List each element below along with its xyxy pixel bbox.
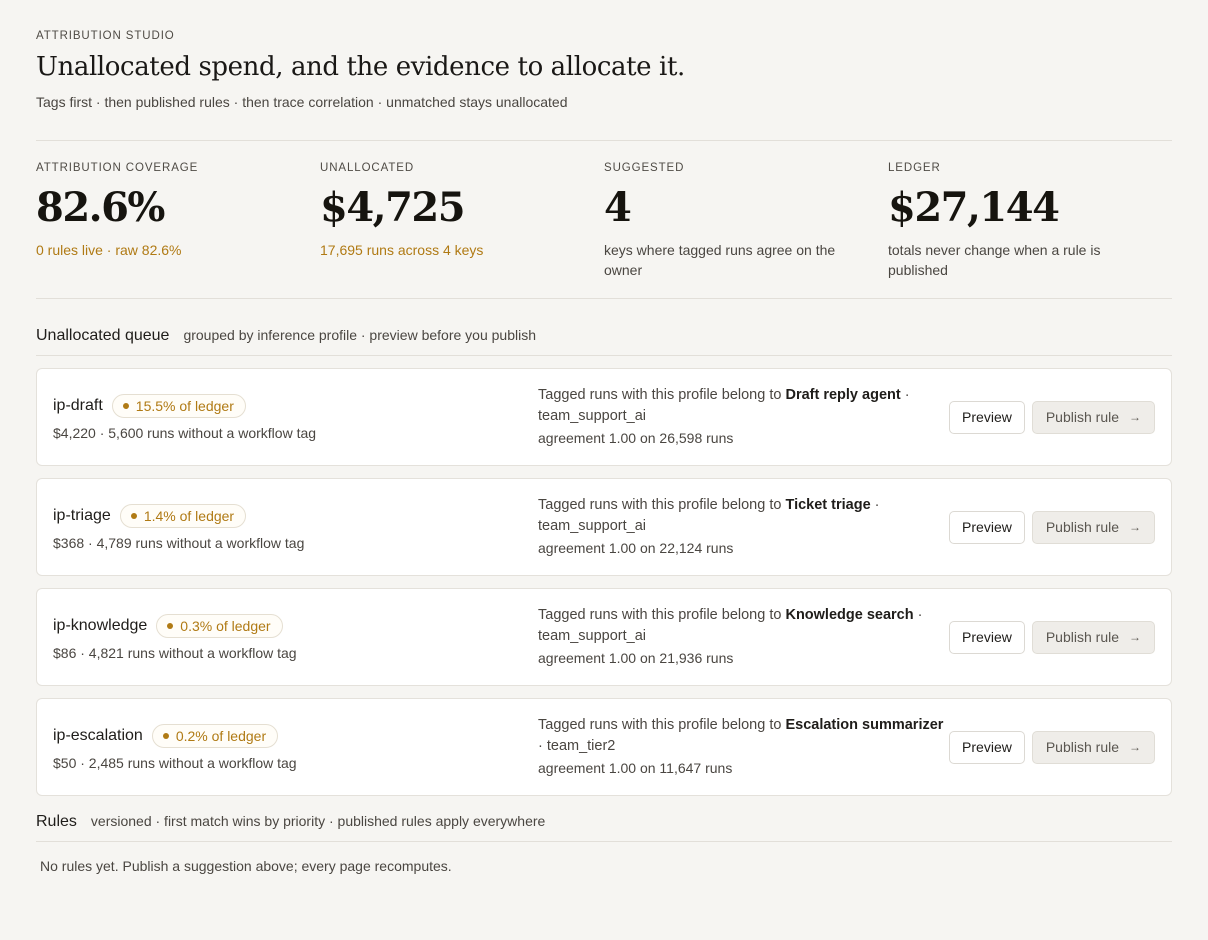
preview-button[interactable]: Preview bbox=[949, 620, 1025, 654]
arrow-right-icon: → bbox=[1129, 740, 1141, 754]
stat-value: $27,144 bbox=[888, 184, 1060, 231]
agreement-text: agreement 1.00 on 11,647 runs bbox=[538, 760, 733, 776]
stat-note: keys where tagged runs agree on the owne… bbox=[604, 242, 836, 278]
dot-icon bbox=[122, 402, 129, 409]
stat-unallocated: UNALLOCATED $4,725 17,695 runs across 4 … bbox=[320, 162, 604, 276]
team-name: · team_support_ai bbox=[538, 607, 923, 644]
team-name: · team_support_ai bbox=[538, 387, 910, 424]
queue-card: ip-knowledge 0.3% of ledger $86 · 4,821 … bbox=[36, 588, 1172, 686]
arrow-right-icon: → bbox=[1129, 520, 1141, 534]
stat-note: totals never change when a rule is publi… bbox=[888, 242, 1101, 278]
stat-value: $4,725 bbox=[320, 184, 466, 231]
ledger-share-text: 15.5% of ledger bbox=[135, 397, 234, 414]
profile-name: ip-triage bbox=[53, 506, 111, 524]
card-actions: Preview Publish rule → bbox=[949, 510, 1155, 544]
card-actions: Preview Publish rule → bbox=[949, 620, 1155, 654]
card-meta: $4,220 · 5,600 runs without a workflow t… bbox=[53, 424, 317, 441]
card-evidence: Tagged runs with this profile belong to … bbox=[538, 715, 945, 779]
arrow-right-icon: → bbox=[1129, 410, 1141, 424]
agreement-text: agreement 1.00 on 22,124 runs bbox=[538, 540, 734, 556]
profile-name: ip-knowledge bbox=[53, 616, 148, 634]
rules-title: Rules bbox=[36, 813, 77, 830]
preview-button[interactable]: Preview bbox=[949, 400, 1025, 434]
preview-button[interactable]: Preview bbox=[949, 730, 1025, 764]
card-evidence: Tagged runs with this profile belong to … bbox=[538, 605, 945, 669]
profile-name: ip-draft bbox=[53, 396, 103, 414]
dot-icon bbox=[130, 512, 137, 519]
stats-row: ATTRIBUTION COVERAGE 82.6% 0 rules live … bbox=[36, 140, 1172, 299]
publish-rule-button[interactable]: Publish rule → bbox=[1031, 510, 1155, 544]
page-title: Unallocated spend, and the evidence to a… bbox=[36, 52, 685, 82]
stat-label: UNALLOCATED bbox=[320, 162, 415, 174]
stat-note: 0 rules live · raw 82.6% bbox=[36, 242, 182, 258]
card-summary: ip-triage 1.4% of ledger $368 · 4,789 ru… bbox=[53, 503, 538, 551]
rules-empty-state: No rules yet. Publish a suggestion above… bbox=[40, 858, 452, 874]
dot-icon bbox=[167, 622, 174, 629]
workflow-name: Knowledge search bbox=[785, 607, 914, 623]
publish-rule-label: Publish rule bbox=[1045, 739, 1119, 755]
queue-card: ip-triage 1.4% of ledger $368 · 4,789 ru… bbox=[36, 478, 1172, 576]
stat-value: 4 bbox=[604, 184, 632, 231]
stat-label: SUGGESTED bbox=[604, 162, 685, 174]
team-name: · team_support_ai bbox=[538, 497, 880, 534]
publish-rule-button[interactable]: Publish rule → bbox=[1031, 730, 1155, 764]
publish-rule-label: Publish rule bbox=[1045, 409, 1119, 425]
queue-header: Unallocated queue grouped by inference p… bbox=[36, 327, 1172, 356]
queue-description: grouped by inference profile · preview b… bbox=[183, 327, 536, 343]
queue-card: ip-draft 15.5% of ledger $4,220 · 5,600 … bbox=[36, 368, 1172, 466]
stat-value: 82.6% bbox=[36, 184, 165, 231]
rules-description: versioned · first match wins by priority… bbox=[90, 813, 546, 829]
evidence-prefix: Tagged runs with this profile belong to bbox=[538, 387, 786, 403]
agreement-text: agreement 1.00 on 21,936 runs bbox=[538, 650, 734, 666]
stat-suggested: SUGGESTED 4 keys where tagged runs agree… bbox=[604, 162, 888, 278]
page-header: ATTRIBUTION STUDIO Unallocated spend, an… bbox=[36, 30, 1172, 110]
ledger-share-badge: 0.3% of ledger bbox=[156, 613, 283, 638]
card-actions: Preview Publish rule → bbox=[949, 730, 1155, 764]
publish-rule-label: Publish rule bbox=[1045, 519, 1119, 535]
ledger-share-text: 0.3% of ledger bbox=[180, 617, 271, 634]
queue-card: ip-escalation 0.2% of ledger $50 · 2,485… bbox=[36, 698, 1172, 796]
stat-label: ATTRIBUTION COVERAGE bbox=[36, 162, 199, 174]
eyebrow-label: ATTRIBUTION STUDIO bbox=[36, 30, 175, 42]
dot-icon bbox=[162, 732, 169, 739]
agreement-text: agreement 1.00 on 26,598 runs bbox=[538, 430, 734, 446]
rules-header: Rules versioned · first match wins by pr… bbox=[36, 813, 1172, 842]
workflow-name: Ticket triage bbox=[785, 497, 871, 513]
stat-note: 17,695 runs across 4 keys bbox=[320, 242, 484, 258]
profile-name: ip-escalation bbox=[53, 726, 143, 744]
page-subtitle: Tags first · then published rules · then… bbox=[36, 94, 568, 110]
publish-rule-label: Publish rule bbox=[1045, 629, 1119, 645]
evidence-prefix: Tagged runs with this profile belong to bbox=[538, 717, 786, 733]
arrow-right-icon: → bbox=[1129, 630, 1141, 644]
ledger-share-badge: 15.5% of ledger bbox=[111, 393, 246, 418]
stat-label: LEDGER bbox=[888, 162, 941, 174]
preview-button[interactable]: Preview bbox=[949, 510, 1025, 544]
evidence-prefix: Tagged runs with this profile belong to bbox=[538, 607, 786, 623]
unallocated-queue: ip-draft 15.5% of ledger $4,220 · 5,600 … bbox=[36, 368, 1172, 796]
card-summary: ip-draft 15.5% of ledger $4,220 · 5,600 … bbox=[53, 393, 538, 441]
publish-rule-button[interactable]: Publish rule → bbox=[1031, 620, 1155, 654]
queue-title: Unallocated queue bbox=[36, 327, 170, 344]
card-meta: $368 · 4,789 runs without a workflow tag bbox=[53, 534, 305, 551]
team-name: · team_tier2 bbox=[538, 738, 616, 754]
workflow-name: Escalation summarizer bbox=[785, 717, 944, 733]
ledger-share-text: 1.4% of ledger bbox=[143, 507, 235, 524]
publish-rule-button[interactable]: Publish rule → bbox=[1031, 400, 1155, 434]
card-meta: $50 · 2,485 runs without a workflow tag bbox=[53, 754, 297, 771]
ledger-share-text: 0.2% of ledger bbox=[175, 727, 267, 744]
card-evidence: Tagged runs with this profile belong to … bbox=[538, 495, 945, 559]
ledger-share-badge: 1.4% of ledger bbox=[119, 503, 247, 528]
card-meta: $86 · 4,821 runs without a workflow tag bbox=[53, 644, 297, 661]
card-summary: ip-escalation 0.2% of ledger $50 · 2,485… bbox=[53, 723, 538, 771]
ledger-share-badge: 0.2% of ledger bbox=[151, 723, 279, 748]
stat-ledger: LEDGER $27,144 totals never change when … bbox=[888, 162, 1172, 278]
card-actions: Preview Publish rule → bbox=[949, 400, 1155, 434]
card-summary: ip-knowledge 0.3% of ledger $86 · 4,821 … bbox=[53, 613, 538, 661]
card-evidence: Tagged runs with this profile belong to … bbox=[538, 385, 945, 449]
workflow-name: Draft reply agent bbox=[785, 387, 901, 403]
evidence-prefix: Tagged runs with this profile belong to bbox=[538, 497, 786, 513]
stat-coverage: ATTRIBUTION COVERAGE 82.6% 0 rules live … bbox=[36, 162, 320, 276]
